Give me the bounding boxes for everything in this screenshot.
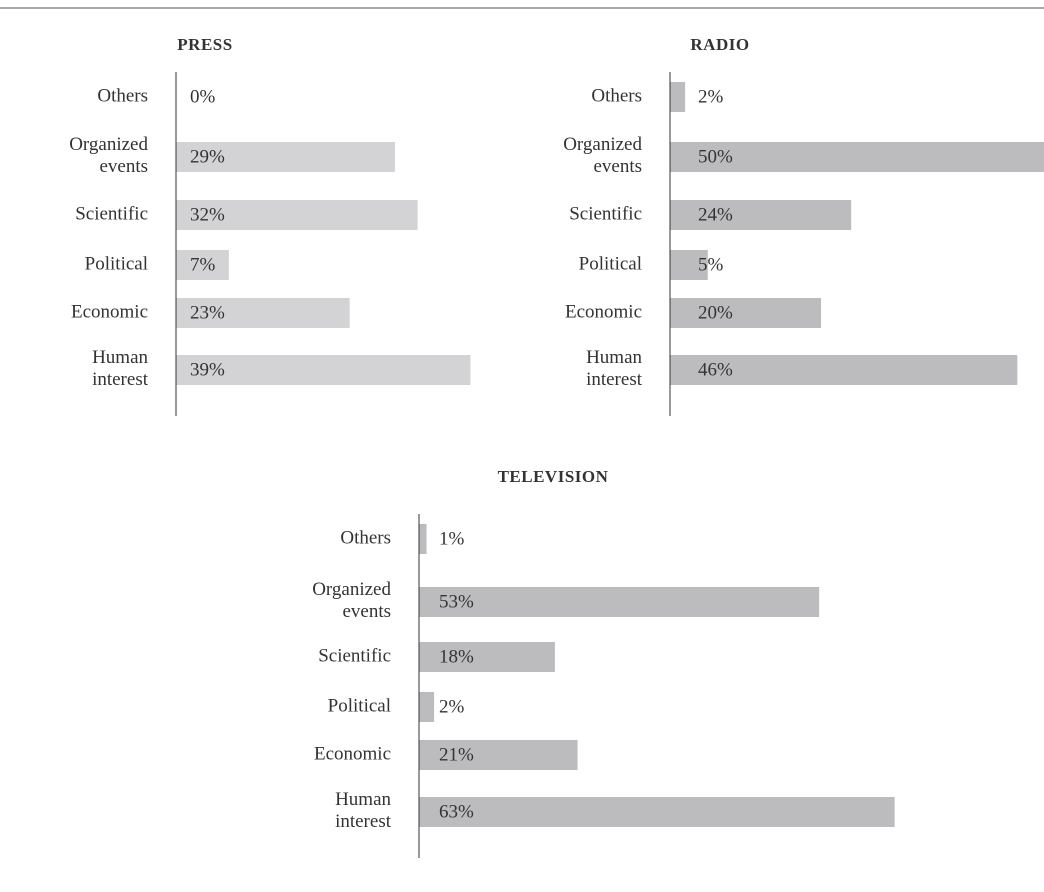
bar-value-label: 32% xyxy=(190,204,225,225)
bar-value-label: 53% xyxy=(439,591,474,612)
bar xyxy=(419,524,427,554)
bar-value-label: 23% xyxy=(190,302,225,323)
bar xyxy=(176,250,229,280)
category-label: Economic xyxy=(565,301,642,322)
category-label: Others xyxy=(340,527,391,548)
category-label: Organized events xyxy=(563,134,642,177)
bar-value-label: 18% xyxy=(439,646,474,667)
category-label: Scientific xyxy=(318,645,391,666)
bar xyxy=(419,740,578,770)
bar-value-label: 7% xyxy=(190,254,216,275)
bar-value-label: 21% xyxy=(439,744,474,765)
chart-title: RADIO xyxy=(690,35,749,54)
category-label: Others xyxy=(591,85,642,106)
bar xyxy=(419,797,895,827)
bar xyxy=(419,642,555,672)
chart-title: PRESS xyxy=(177,35,232,54)
category-label: Political xyxy=(579,253,642,274)
chart-title: TELEVISION xyxy=(498,467,609,486)
category-label: Economic xyxy=(71,301,148,322)
bar xyxy=(670,142,1044,172)
category-label: Political xyxy=(85,253,148,274)
category-label: Scientific xyxy=(569,203,642,224)
bar-value-label: 5% xyxy=(698,254,724,275)
bar-value-label: 29% xyxy=(190,146,225,167)
category-label: Human interest xyxy=(586,347,643,390)
bar-value-label: 20% xyxy=(698,302,733,323)
bar-value-label: 0% xyxy=(190,86,216,107)
category-label: Human interest xyxy=(335,789,392,832)
bar xyxy=(176,298,350,328)
bar xyxy=(176,142,395,172)
bar-value-label: 1% xyxy=(439,528,465,549)
bar-value-label: 2% xyxy=(698,86,724,107)
bar-value-label: 24% xyxy=(698,204,733,225)
bar xyxy=(419,587,820,617)
bar xyxy=(176,200,418,230)
bar xyxy=(670,355,1018,385)
category-label: Organized events xyxy=(312,579,391,622)
category-label: Human interest xyxy=(92,347,149,390)
bar-value-label: 50% xyxy=(698,146,733,167)
bar xyxy=(670,82,686,112)
bar xyxy=(176,355,471,385)
category-label: Political xyxy=(328,695,391,716)
bar-value-label: 39% xyxy=(190,359,225,380)
category-label: Organized events xyxy=(69,134,148,177)
bar xyxy=(670,200,852,230)
category-label: Others xyxy=(97,85,148,106)
bar-value-label: 2% xyxy=(439,696,465,717)
category-label: Scientific xyxy=(75,203,148,224)
bar-value-label: 63% xyxy=(439,801,474,822)
category-label: Economic xyxy=(314,743,391,764)
bar xyxy=(670,250,708,280)
bar xyxy=(670,298,821,328)
bar-value-label: 46% xyxy=(698,359,733,380)
bar xyxy=(419,692,435,722)
